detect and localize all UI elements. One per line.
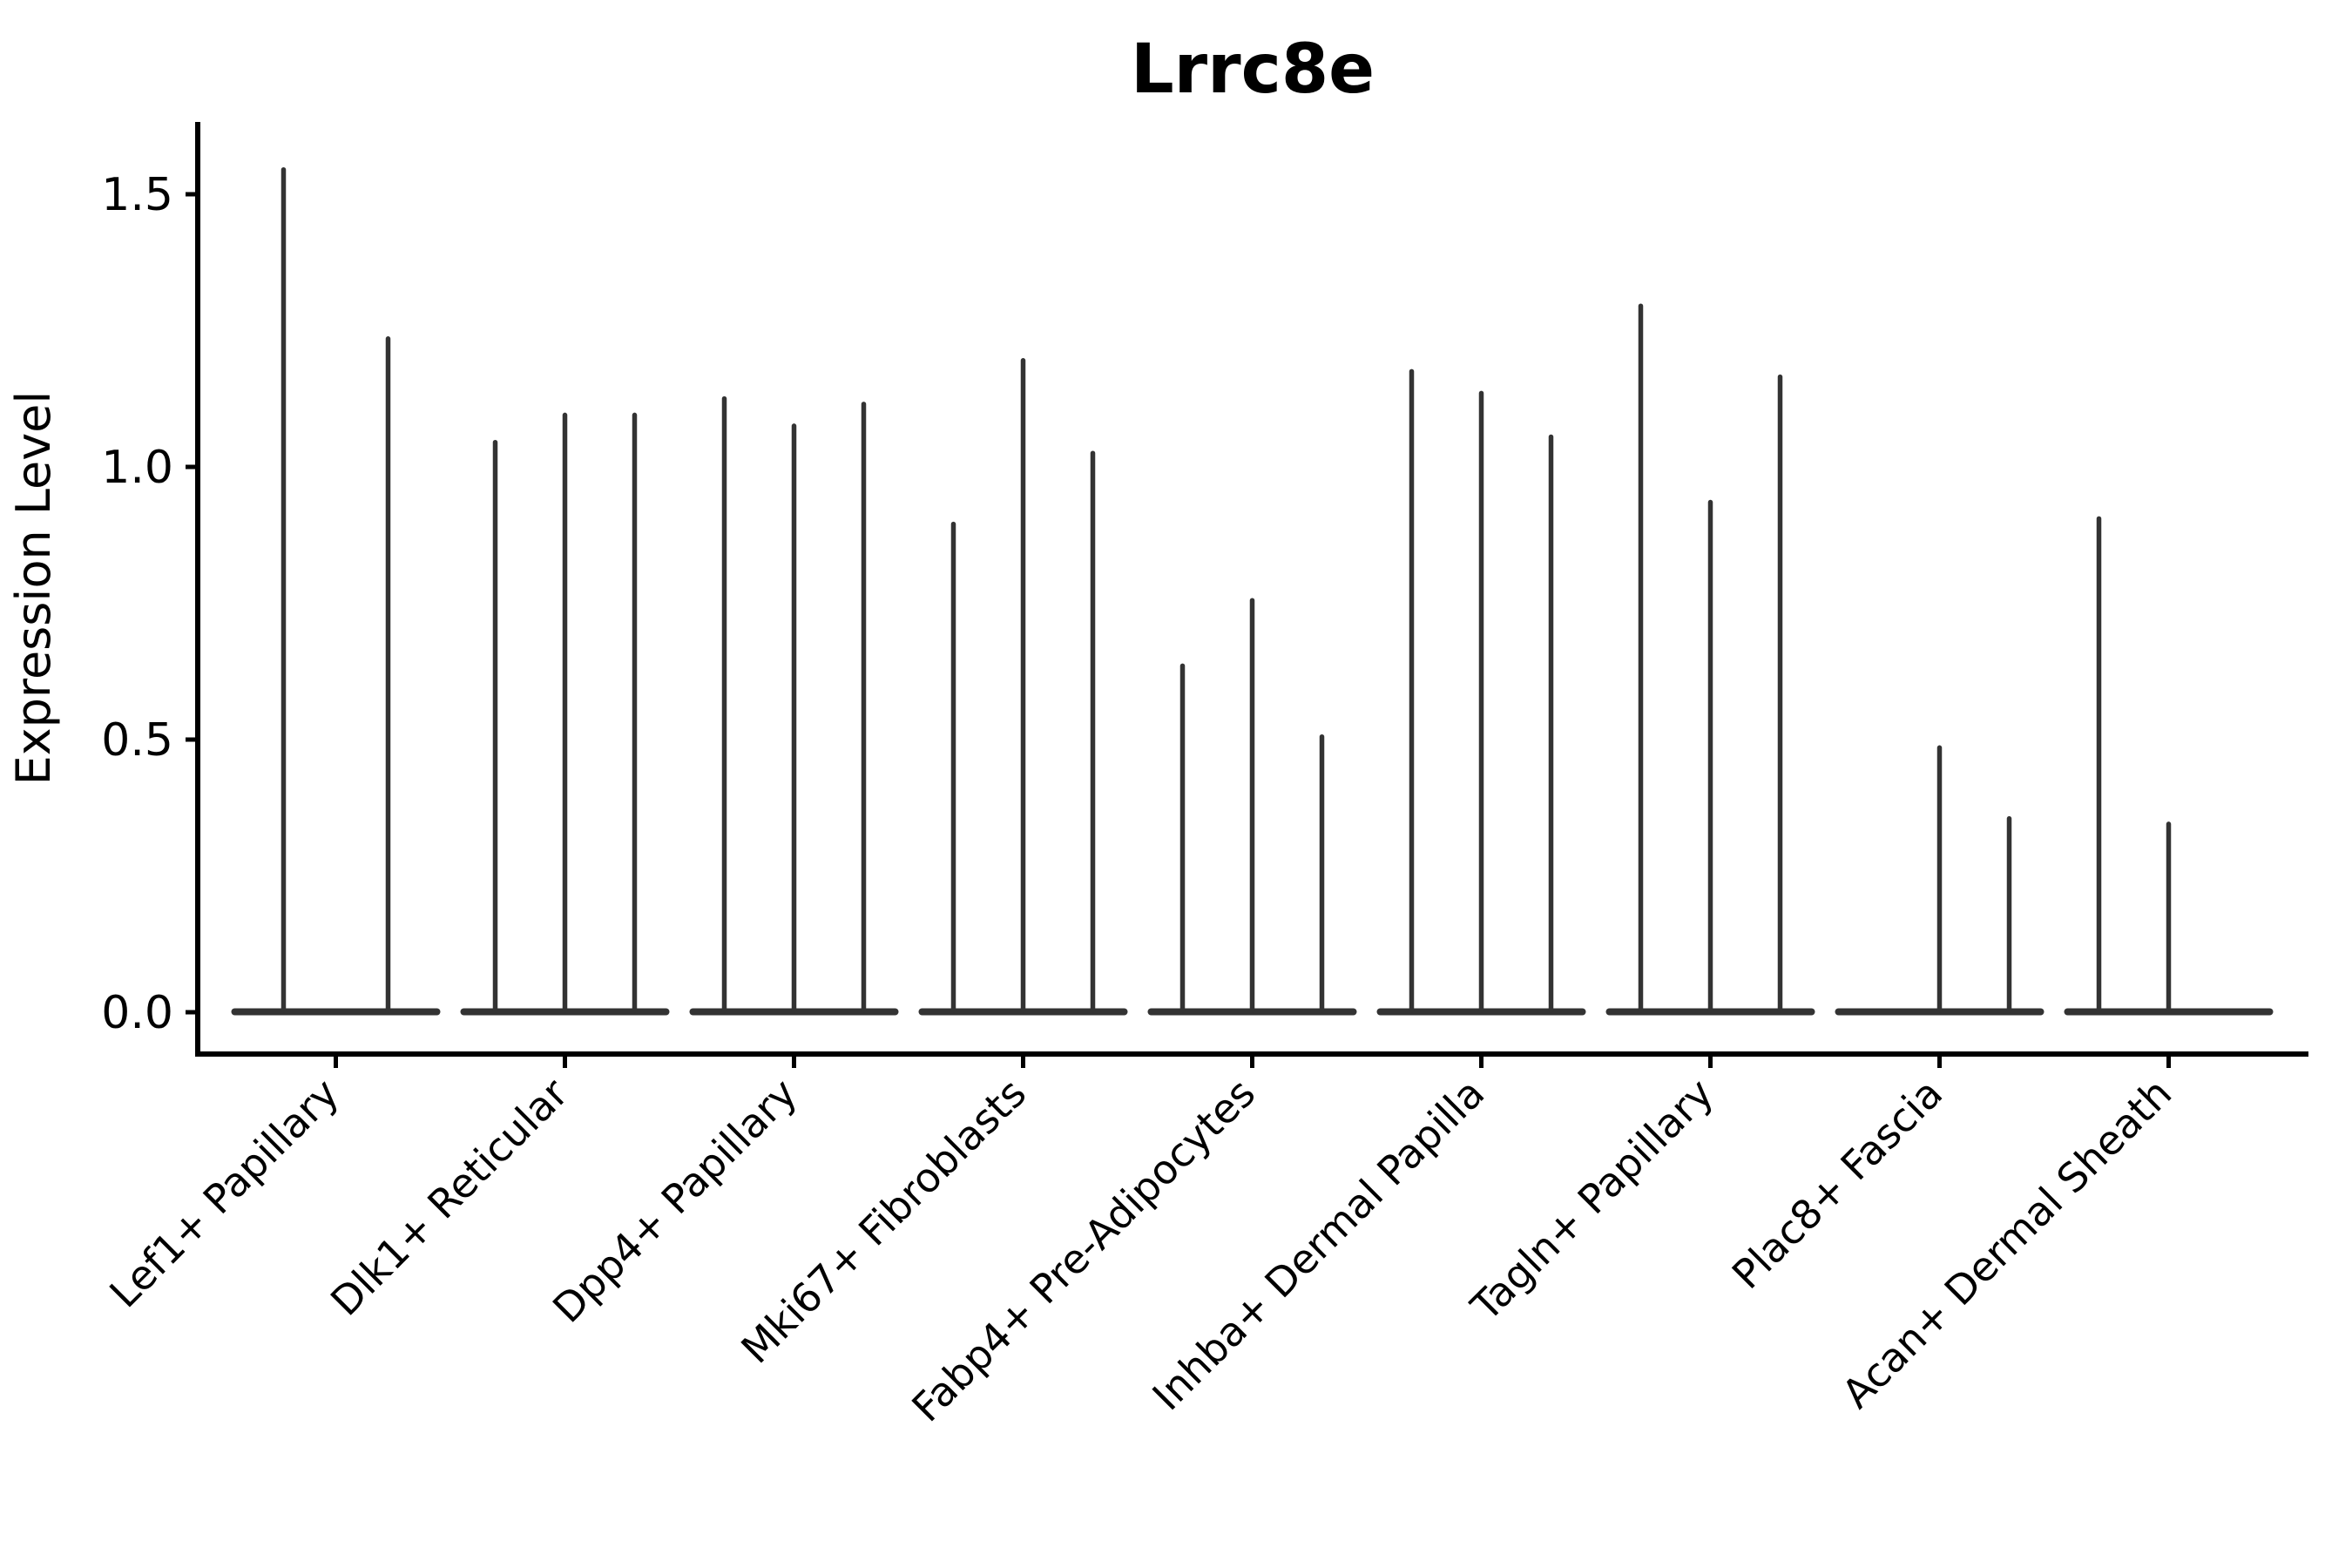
- violins-layer: [231, 166, 2274, 1016]
- x-tick-label: Dlk1+ Reticular: [321, 1070, 577, 1325]
- y-tick-label: 1.0: [101, 442, 173, 494]
- x-tick-label: Lef1+ Papillary: [100, 1070, 348, 1317]
- violin-base: [231, 1008, 441, 1016]
- chart-title: Lrrc8e: [1131, 30, 1375, 109]
- x-tick-label: Plac8+ Fascia: [1723, 1070, 1951, 1298]
- y-tick-label: 0.5: [101, 714, 173, 767]
- y-ticks-layer: 0.0 0.5 1.0 1.5: [101, 169, 198, 1039]
- y-tick-label: 1.5: [101, 169, 173, 221]
- x-tick-label: Tagln+ Papillary: [1462, 1070, 1723, 1331]
- x-tick-label: Dpp4+ Papillary: [544, 1070, 806, 1332]
- y-axis-label: Expression Level: [6, 391, 61, 786]
- y-tick-label: 0.0: [101, 987, 173, 1039]
- axis-spines: [195, 122, 2308, 1057]
